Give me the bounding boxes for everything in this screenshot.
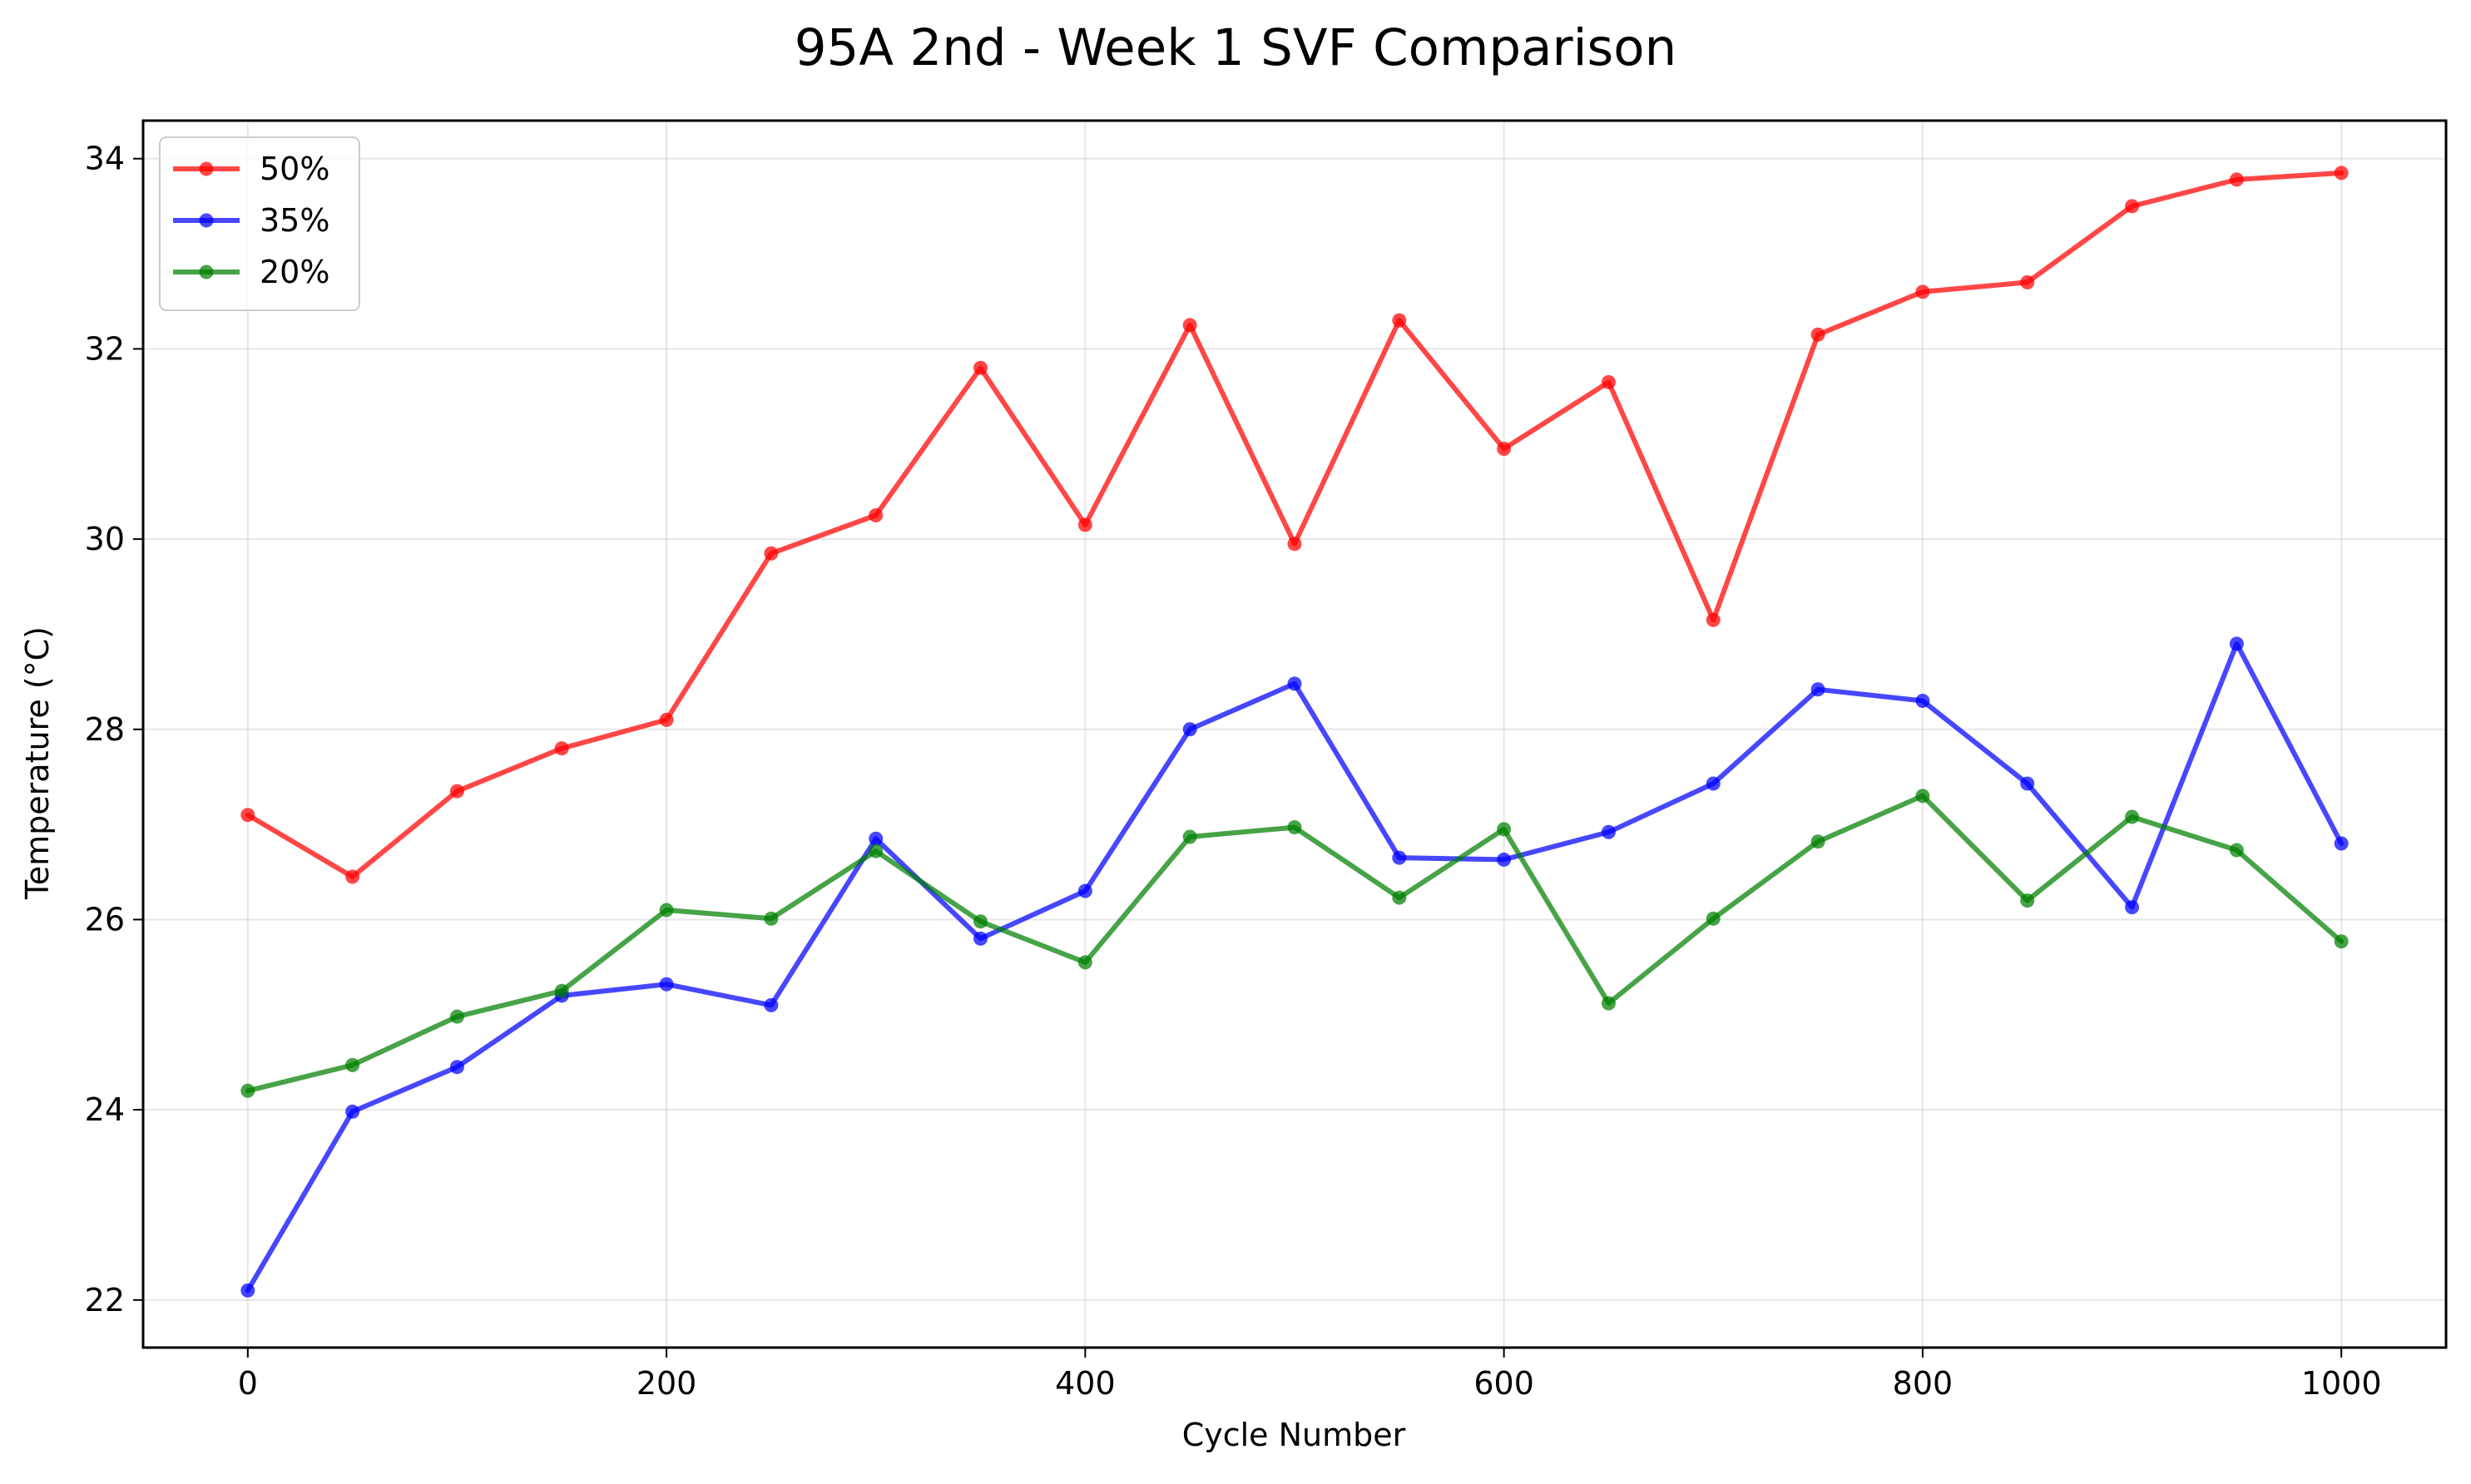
x-tick-label: 400: [1055, 1365, 1116, 1402]
data-point: [1182, 318, 1197, 333]
legend-label: 20%: [260, 254, 329, 290]
data-point: [1810, 682, 1825, 697]
data-point: [659, 712, 674, 727]
chart-title: 95A 2nd - Week 1 SVF Comparison: [795, 18, 1677, 77]
data-point: [345, 869, 360, 884]
data-point: [973, 914, 988, 929]
data-point: [869, 843, 884, 858]
data-point: [345, 1057, 360, 1072]
data-point: [2125, 900, 2140, 915]
plot-area-frame: [141, 119, 2448, 1349]
data-point: [1392, 850, 1407, 865]
data-point: [240, 1083, 255, 1098]
data-point: [1077, 517, 1092, 532]
legend-label: 35%: [260, 202, 329, 239]
data-point: [1392, 313, 1407, 328]
data-point: [1287, 820, 1302, 835]
axis-ticks: 0 200 400 600 800 1000 22 24 26 28 30 32 34: [85, 141, 2382, 1402]
x-tick-label: 1000: [2301, 1365, 2382, 1402]
data-point: [2334, 166, 2349, 181]
y-tick-label: 30: [85, 521, 125, 557]
y-tick-label: 26: [85, 901, 125, 937]
data-point: [240, 808, 255, 823]
data-point: [1287, 537, 1302, 552]
legend-item: 50%: [173, 151, 329, 187]
legend-marker: [199, 213, 214, 228]
data-point: [554, 741, 569, 756]
data-point: [1706, 776, 1721, 791]
data-point: [1706, 612, 1721, 627]
data-point: [764, 911, 779, 926]
data-point: [2020, 776, 2035, 791]
data-point: [659, 977, 674, 992]
data-point: [1077, 955, 1092, 970]
data-point: [869, 508, 884, 523]
series-2: [240, 636, 2349, 1298]
data-point: [1810, 834, 1825, 849]
data-point: [659, 903, 674, 918]
data-point: [973, 931, 988, 946]
data-point: [1182, 829, 1197, 844]
legend-item: 20%: [173, 254, 329, 290]
x-tick-label: 0: [238, 1365, 258, 1402]
data-point: [1392, 890, 1407, 905]
legend-marker: [199, 265, 214, 279]
legend-label: 50%: [260, 151, 329, 187]
y-tick-label: 24: [85, 1091, 125, 1128]
x-axis-label: Cycle Number: [1182, 1417, 1406, 1453]
data-point: [449, 784, 464, 799]
data-point: [1601, 996, 1616, 1011]
data-point: [1915, 284, 1930, 299]
x-tick-label: 800: [1893, 1365, 1954, 1402]
series-3: [240, 789, 2349, 1098]
data-point: [1915, 789, 1930, 804]
data-point: [869, 831, 884, 846]
data-point: [1706, 911, 1721, 926]
data-point: [2229, 636, 2244, 651]
data-point: [449, 1009, 464, 1024]
y-tick-label: 32: [85, 330, 125, 367]
legend-marker: [199, 161, 214, 176]
grid: [143, 121, 2446, 1348]
data-point: [2334, 836, 2349, 851]
data-point: [554, 983, 569, 998]
data-point: [1810, 327, 1825, 342]
data-point: [764, 997, 779, 1012]
y-axis-label: Temperature (°C): [19, 626, 56, 900]
data-point: [1287, 676, 1302, 691]
data-point: [2020, 275, 2035, 289]
data-point: [1497, 852, 1512, 867]
data-point: [1601, 824, 1616, 839]
y-tick-label: 34: [85, 141, 125, 177]
data-point: [2229, 843, 2244, 858]
data-point: [345, 1104, 360, 1119]
y-tick-label: 22: [85, 1282, 125, 1318]
data-point: [764, 546, 779, 561]
data-point: [2125, 199, 2140, 214]
data-point: [2020, 893, 2035, 908]
data-point: [1601, 374, 1616, 389]
x-tick-label: 600: [1473, 1365, 1534, 1402]
data-point: [1497, 822, 1512, 837]
data-point: [1915, 693, 1930, 708]
data-point: [449, 1060, 464, 1075]
legend-item: 35%: [173, 202, 329, 239]
data-point: [1497, 441, 1512, 456]
data-point: [973, 360, 988, 375]
data-point: [1182, 722, 1197, 737]
data-point: [2334, 934, 2349, 949]
data-point: [240, 1283, 255, 1298]
data-point: [1077, 883, 1092, 898]
y-tick-label: 28: [85, 711, 125, 748]
data-point: [2125, 809, 2140, 824]
data-point: [2229, 172, 2244, 187]
series-layer: [240, 166, 2349, 1298]
legend: 50% 35% 20%: [159, 136, 360, 311]
series-1: [240, 166, 2349, 884]
x-tick-label: 200: [636, 1365, 697, 1402]
